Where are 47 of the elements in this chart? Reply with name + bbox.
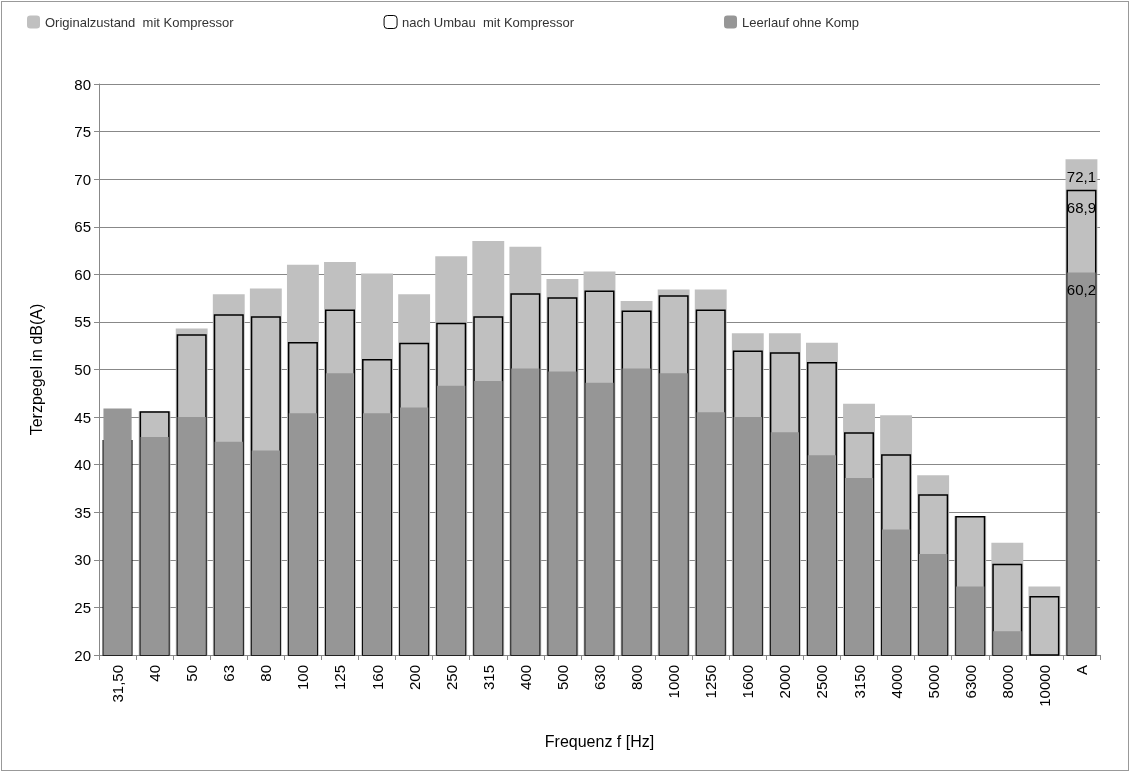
x-tick-label: 315 [479, 665, 497, 691]
x-tick-label: 1000 [665, 665, 683, 699]
x-tick-label: 4000 [887, 665, 905, 699]
y-tick-label: 55 [74, 313, 91, 331]
x-tick-label: 630 [591, 665, 608, 691]
x-tick-label: 6300 [961, 665, 979, 699]
x-tick-label: 250 [442, 665, 460, 691]
y-axis-title: Terzpegel in dB(A) [27, 303, 45, 436]
y-tick-label: 20 [74, 646, 91, 664]
x-tick-label: 400 [516, 665, 534, 691]
y-tick-label: 65 [74, 218, 91, 236]
legend-label: nach Umbau mit Kompressor [402, 14, 575, 30]
y-tick-label: 75 [74, 123, 91, 141]
legend-label: Originalzustand mit Kompressor [45, 14, 235, 30]
x-tick-label: 80 [257, 665, 275, 682]
x-tick-label: 1600 [739, 665, 757, 699]
x-tick-label: 200 [405, 665, 423, 691]
x-tick-label: 10000 [1035, 665, 1053, 707]
x-tick-label: 2500 [813, 665, 831, 699]
x-tick-label: 5000 [924, 665, 942, 699]
x-tick-label: 50 [183, 665, 201, 682]
x-axis-title: Frequenz f [Hz] [544, 732, 655, 750]
y-tick-label: 60 [74, 265, 91, 283]
y-tick-label: 70 [74, 170, 91, 188]
y-tick-label: 50 [74, 361, 91, 378]
x-tick-label: 3150 [850, 665, 868, 699]
data-label: 72,1 [1066, 168, 1097, 186]
x-tick-label: 125 [331, 665, 349, 691]
y-tick-label: 45 [74, 408, 91, 426]
y-tick-label: 30 [74, 551, 91, 569]
x-tick-label: 100 [294, 665, 312, 691]
x-tick-label: 31,50 [109, 665, 127, 703]
x-tick-label: 160 [368, 665, 386, 691]
y-tick-label: 25 [74, 598, 91, 616]
y-tick-label: 35 [74, 503, 91, 521]
x-tick-label: 2000 [776, 665, 794, 699]
x-tick-label: 63 [220, 665, 238, 682]
y-tick-label: 80 [74, 75, 91, 93]
x-tick-label: A [1072, 665, 1090, 676]
x-tick-label: 1250 [702, 665, 720, 699]
y-tick-label: 40 [74, 456, 91, 474]
data-label: 60,2 [1066, 281, 1097, 299]
x-tick-label: 500 [553, 665, 571, 691]
x-tick-label: 8000 [998, 665, 1016, 699]
x-tick-label: 800 [628, 665, 646, 691]
x-tick-label: 40 [146, 665, 164, 682]
legend-label: Leerlauf ohne Komp [742, 14, 860, 30]
